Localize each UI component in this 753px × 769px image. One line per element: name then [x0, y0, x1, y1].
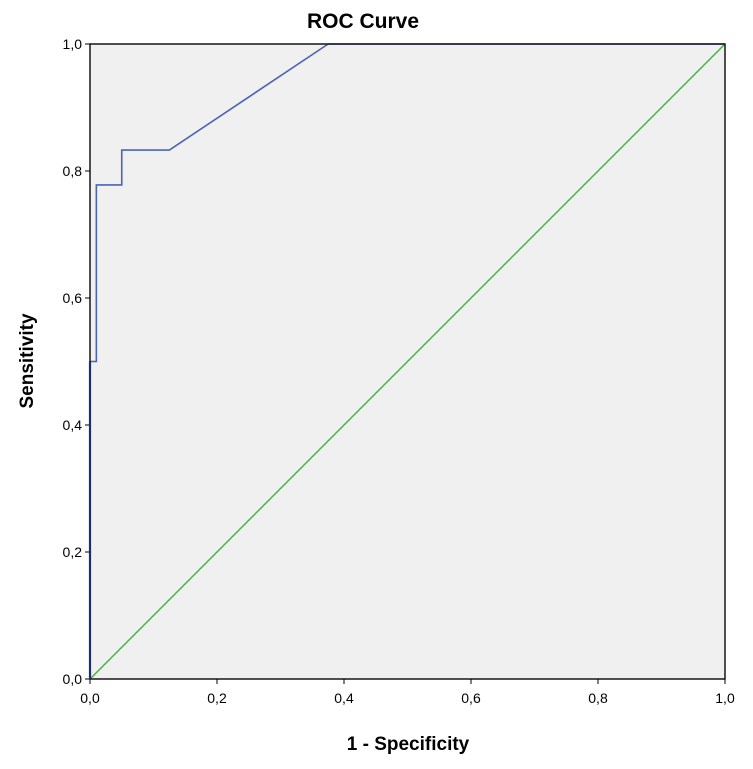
x-tick-label: 0,6: [461, 690, 481, 706]
y-axis-title: Sensitivity: [17, 313, 38, 408]
chart-title: ROC Curve: [307, 10, 419, 33]
x-tick-label: 0,2: [207, 690, 227, 706]
x-tick-label: 0,4: [334, 690, 354, 706]
x-tick-label: 1,0: [715, 690, 735, 706]
y-tick-label: 0,2: [63, 544, 83, 560]
y-tick-label: 1,0: [63, 36, 83, 52]
y-tick-label: 0,0: [63, 671, 83, 687]
reference-line: [89, 43, 726, 680]
y-axis: 0,0 0,2 0,4 0,6 0,8 1,0: [63, 36, 90, 687]
roc-curve-line: [89, 43, 725, 679]
x-axis: 0,0 0,2 0,4 0,6 0,8 1,0: [80, 679, 735, 706]
y-tick-label: 0,4: [63, 417, 83, 433]
x-tick-label: 0,0: [80, 690, 100, 706]
y-tick-label: 0,6: [63, 290, 83, 306]
y-tick-label: 0,8: [63, 163, 83, 179]
series-layer: [88, 43, 726, 680]
x-tick-label: 0,8: [588, 690, 608, 706]
x-axis-title: 1 - Specificity: [347, 734, 470, 755]
